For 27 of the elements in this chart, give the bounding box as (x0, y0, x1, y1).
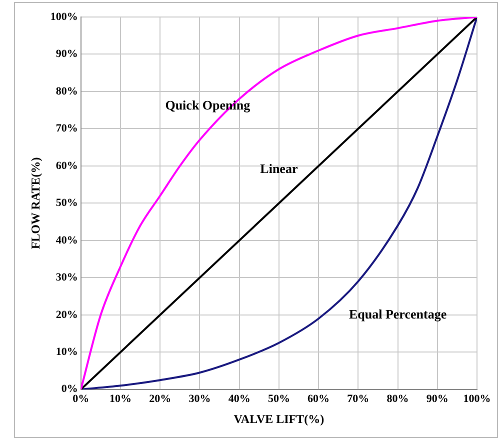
x-tick-label: 90% (426, 392, 448, 405)
y-tick-label: 50% (56, 197, 78, 210)
y-tick-label: 0% (61, 383, 78, 396)
x-tick-label: 40% (228, 392, 250, 405)
y-tick-label: 10% (56, 346, 78, 358)
x-tick-label: 30% (188, 392, 211, 405)
x-tick-label: 20% (149, 392, 172, 405)
y-tick-label: 80% (56, 85, 78, 98)
x-tick-label: 0% (72, 392, 90, 405)
x-tick-label: 60% (308, 392, 330, 405)
y-tick-label: 90% (56, 48, 78, 60)
x-tick-label: 100% (463, 392, 491, 405)
y-tick-label: 30% (56, 272, 78, 284)
y-tick-label: 40% (56, 234, 78, 246)
y-tick-label: 60% (56, 160, 78, 172)
line-series (80, 17, 477, 390)
x-tick-label: 70% (347, 392, 370, 405)
series-label: Linear (260, 161, 298, 176)
y-tick-label: 100% (50, 10, 78, 23)
y-tick-label: 20% (56, 308, 78, 321)
x-axis-title: VALVE LIFT(%) (234, 412, 324, 426)
y-axis-title: FLOW RATE(%) (28, 157, 42, 250)
y-tick-label: 70% (56, 122, 78, 135)
series-label: Equal Percentage (348, 306, 447, 322)
x-tick-label: 80% (386, 392, 409, 405)
x-tick-label: 50% (268, 392, 290, 405)
x-tick-label: 10% (110, 392, 132, 405)
